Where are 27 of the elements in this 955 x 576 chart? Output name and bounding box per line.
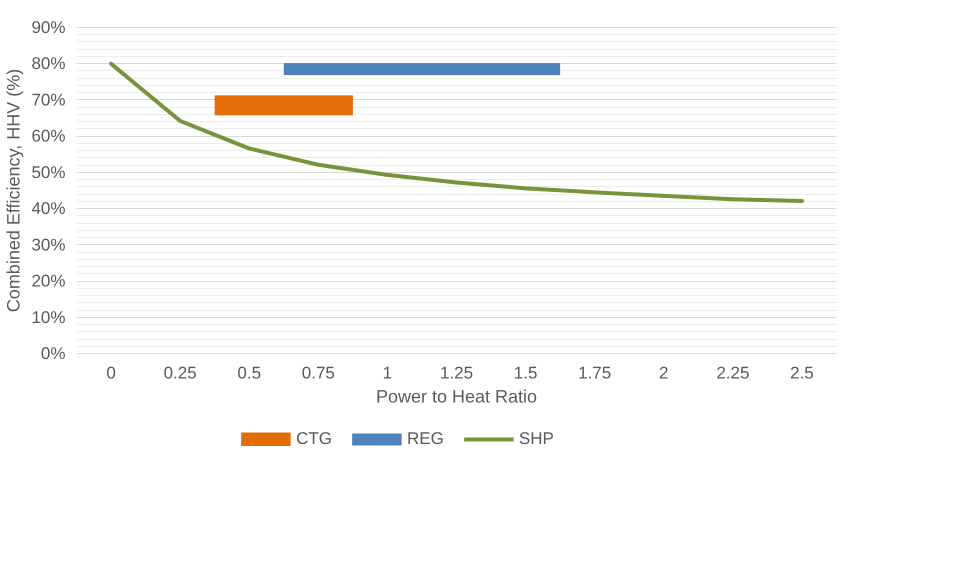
x-tick-label: 1.75 <box>578 364 612 382</box>
x-tick-label: 0.75 <box>302 364 335 382</box>
x-tick-label: 2.25 <box>716 364 750 382</box>
y-tick-label: 60% <box>31 126 66 146</box>
y-tick-label: 70% <box>31 90 66 110</box>
legend-label: SHP <box>518 429 554 449</box>
y-tick-label: 50% <box>31 162 66 182</box>
x-tick-label: 1 <box>382 364 392 382</box>
legend-label: REG <box>407 429 444 449</box>
y-tick-label: 0% <box>40 344 66 364</box>
x-axis-title: Power to Heat Ratio <box>376 386 538 406</box>
line-series <box>109 62 804 204</box>
x-tick-label: 0 <box>106 364 116 382</box>
y-tick-label: 90% <box>31 18 66 37</box>
y-axis-title: Combined Efficiency, HHV (%) <box>3 68 24 312</box>
legend-label: CTG <box>296 429 332 449</box>
y-tick-label: 10% <box>31 308 66 327</box>
x-tick-label: 2 <box>659 364 669 382</box>
x-tick-label: 0.5 <box>237 364 262 382</box>
y-tick-label: 80% <box>31 54 66 74</box>
x-tick-label: 2.5 <box>790 364 814 382</box>
y-tick-label: 40% <box>31 199 66 218</box>
y-tick-label: 20% <box>31 272 66 291</box>
x-tick-label: 0.25 <box>164 364 197 382</box>
y-tick-label: 30% <box>31 235 66 254</box>
x-tick-label: 1.5 <box>514 364 538 382</box>
x-tick-label: 1.25 <box>440 364 474 382</box>
